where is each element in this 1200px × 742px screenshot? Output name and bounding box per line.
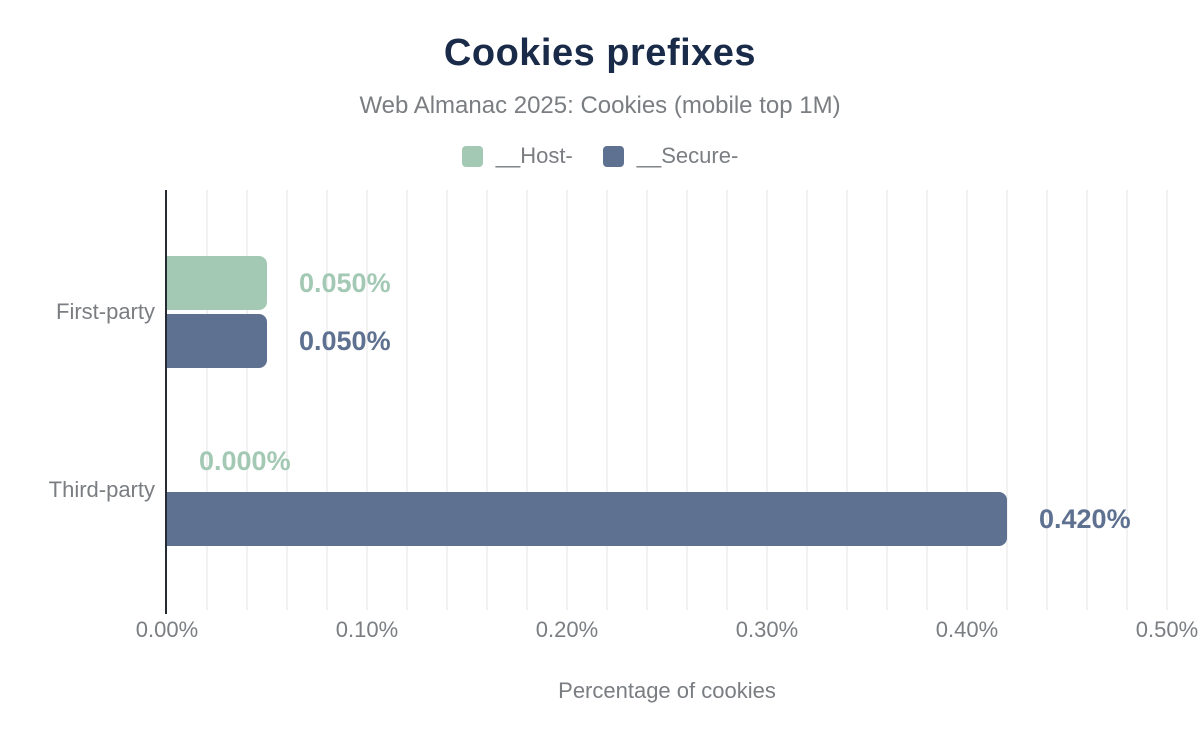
- bar-row: 0.000%: [167, 434, 1167, 488]
- gridline: [806, 190, 808, 610]
- legend: __Host- __Secure-: [0, 142, 1200, 170]
- gridline: [966, 190, 968, 610]
- bar-first-party-host: [167, 256, 267, 310]
- category-label-first-party: First-party: [56, 299, 155, 324]
- gridline: [766, 190, 768, 610]
- gridline: [646, 190, 648, 610]
- x-axis-title: Percentage of cookies: [558, 678, 776, 703]
- x-tick-label: 0.40%: [935, 617, 999, 642]
- bar-value-label: 0.420%: [1039, 504, 1131, 534]
- chart-subtitle: Web Almanac 2025: Cookies (mobile top 1M…: [359, 92, 841, 119]
- bar-value-label: 0.050%: [299, 268, 391, 298]
- legend-label: __Secure-: [636, 143, 739, 168]
- legend-item-host: __Host-: [461, 143, 573, 169]
- gridline: [486, 190, 488, 610]
- gridline: [926, 190, 928, 610]
- gridline: [366, 190, 368, 610]
- gridline: [1126, 190, 1128, 610]
- bar-third-party-secure: [167, 492, 1007, 546]
- bar-value-label: 0.050%: [299, 326, 391, 356]
- gridline: [1166, 190, 1168, 610]
- bar-row: 0.050%: [167, 314, 1167, 368]
- gridline: [566, 190, 568, 610]
- x-tick-label: 0.30%: [735, 617, 799, 642]
- legend-label: __Host-: [495, 143, 573, 168]
- gridline: [886, 190, 888, 610]
- gridline: [406, 190, 408, 610]
- y-axis-line: [165, 190, 167, 614]
- gridline: [246, 190, 248, 610]
- gridline: [726, 190, 728, 610]
- x-tick-label: 0.20%: [535, 617, 599, 642]
- gridline: [286, 190, 288, 610]
- gridline: [326, 190, 328, 610]
- gridline: [846, 190, 848, 610]
- x-tick-label: 0.50%: [1135, 617, 1199, 642]
- legend-swatch-secure: [602, 145, 624, 167]
- gridline: [606, 190, 608, 610]
- x-tick-label: 0.00%: [135, 617, 199, 642]
- bar-row: 0.420%: [167, 492, 1167, 546]
- gridline: [446, 190, 448, 610]
- chart-title: Cookies prefixes: [443, 32, 757, 74]
- gridline: [1046, 190, 1048, 610]
- gridline: [1086, 190, 1088, 610]
- bar-row: 0.050%: [167, 256, 1167, 310]
- plot-area: 0.050% 0.050% 0.000% 0.420%: [167, 190, 1168, 610]
- gridline: [686, 190, 688, 610]
- category-label-third-party: Third-party: [48, 477, 155, 502]
- bar-first-party-secure: [167, 314, 267, 368]
- gridline: [526, 190, 528, 610]
- legend-swatch-host: [461, 145, 483, 167]
- legend-item-secure: __Secure-: [602, 143, 739, 169]
- gridline: [1006, 190, 1008, 610]
- bar-value-label: 0.000%: [199, 446, 291, 476]
- x-tick-label: 0.10%: [335, 617, 399, 642]
- gridline: [206, 190, 208, 610]
